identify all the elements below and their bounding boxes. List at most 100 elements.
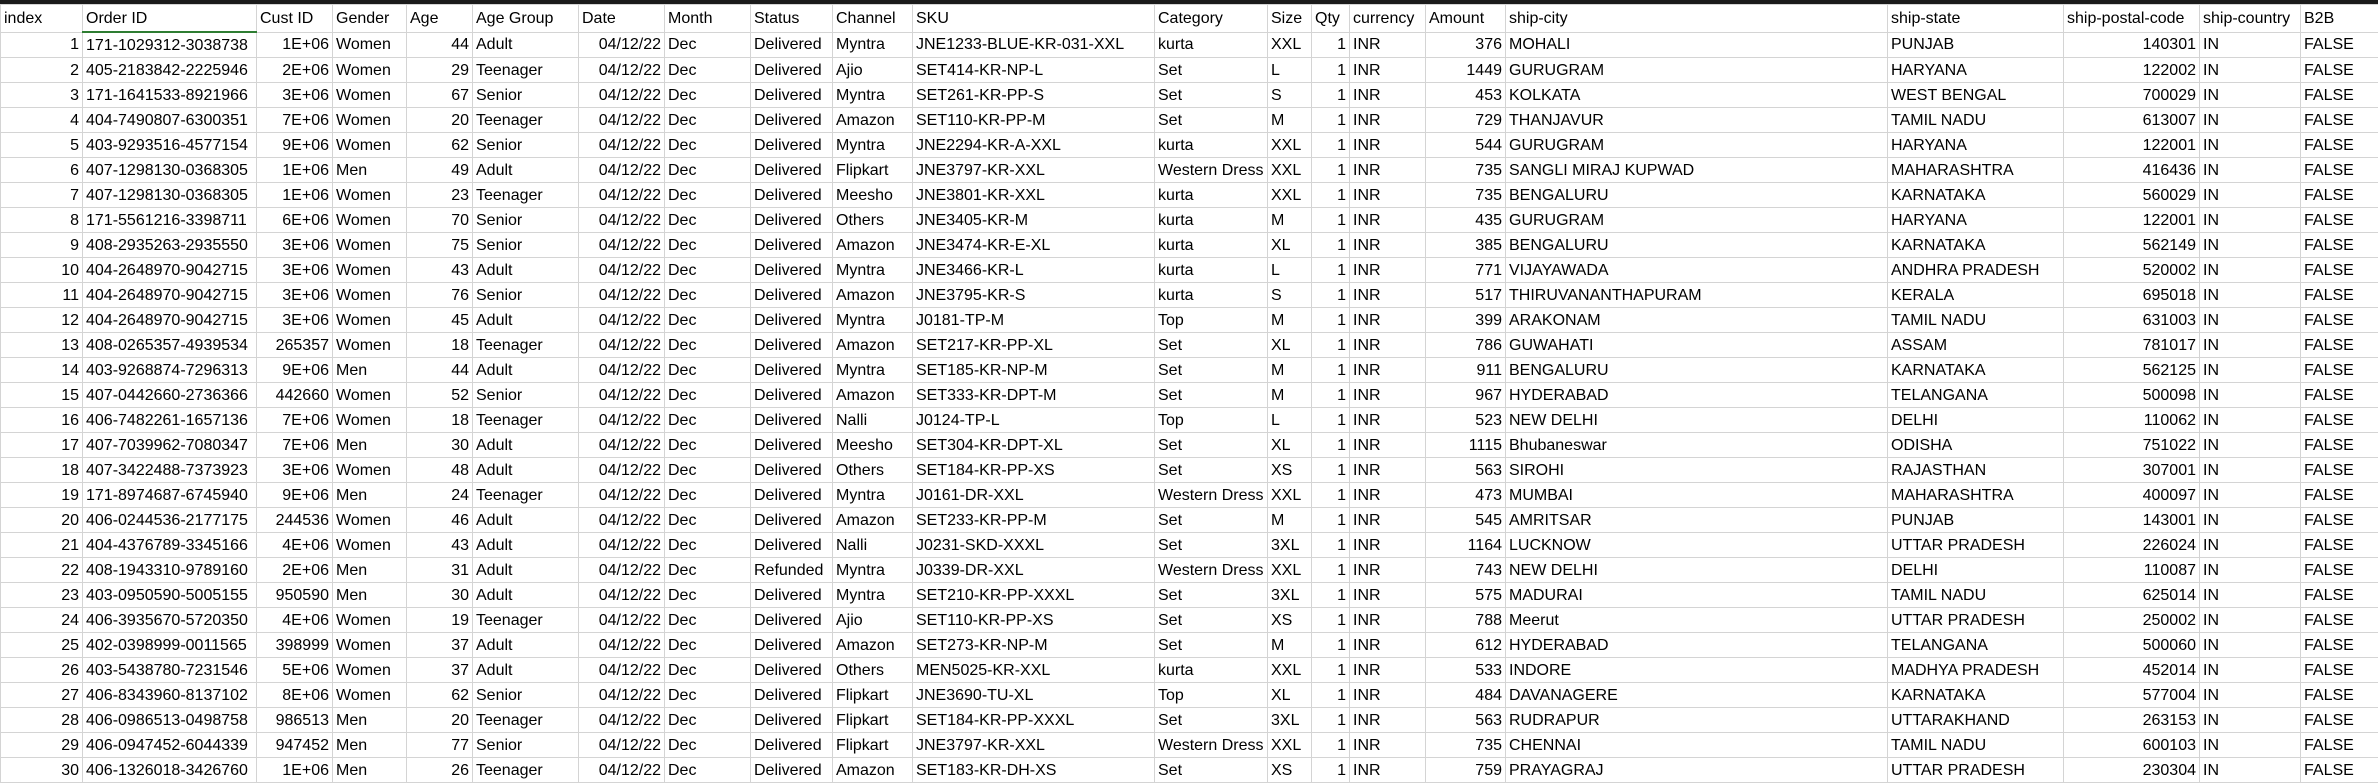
table-cell[interactable]: INR: [1350, 383, 1426, 408]
column-header-qty[interactable]: Qty: [1312, 5, 1350, 33]
table-cell[interactable]: 406-0986513-0498758: [83, 708, 257, 733]
table-cell[interactable]: M: [1268, 308, 1312, 333]
table-cell[interactable]: 500060: [2064, 633, 2200, 658]
table-cell[interactable]: 408-0265357-4939534: [83, 333, 257, 358]
table-cell[interactable]: Dec: [665, 483, 751, 508]
table-cell[interactable]: 1: [1312, 408, 1350, 433]
table-cell[interactable]: 1115: [1426, 433, 1506, 458]
table-cell[interactable]: XXL: [1268, 658, 1312, 683]
table-cell[interactable]: SET183-KR-DH-XS: [913, 758, 1155, 783]
table-cell[interactable]: 1: [1312, 32, 1350, 58]
table-cell[interactable]: 30: [1, 758, 83, 783]
table-cell[interactable]: 612: [1426, 633, 1506, 658]
table-cell[interactable]: UTTAR PRADESH: [1888, 758, 2064, 783]
table-cell[interactable]: Adult: [473, 308, 579, 333]
table-cell[interactable]: 11: [1, 283, 83, 308]
table-cell[interactable]: 404-2648970-9042715: [83, 308, 257, 333]
table-cell[interactable]: Adult: [473, 158, 579, 183]
table-cell[interactable]: 04/12/22: [579, 408, 665, 433]
table-cell[interactable]: KARNATAKA: [1888, 183, 2064, 208]
table-cell[interactable]: 403-0950590-5005155: [83, 583, 257, 608]
table-cell[interactable]: kurta: [1155, 283, 1268, 308]
table-cell[interactable]: Dec: [665, 408, 751, 433]
table-cell[interactable]: XL: [1268, 233, 1312, 258]
table-cell[interactable]: Men: [333, 758, 407, 783]
table-cell[interactable]: 46: [407, 508, 473, 533]
table-cell[interactable]: THANJAVUR: [1506, 108, 1888, 133]
table-cell[interactable]: Teenager: [473, 408, 579, 433]
table-cell[interactable]: Dec: [665, 183, 751, 208]
column-header-ship-country[interactable]: ship-country: [2200, 5, 2301, 33]
table-cell[interactable]: Men: [333, 708, 407, 733]
table-cell[interactable]: 04/12/22: [579, 358, 665, 383]
table-cell[interactable]: Men: [333, 733, 407, 758]
table-cell[interactable]: TAMIL NADU: [1888, 108, 2064, 133]
table-cell[interactable]: kurta: [1155, 183, 1268, 208]
table-cell[interactable]: 1: [1312, 183, 1350, 208]
table-cell[interactable]: 3E+06: [257, 458, 333, 483]
table-cell[interactable]: Senior: [473, 283, 579, 308]
table-cell[interactable]: Others: [833, 208, 913, 233]
table-cell[interactable]: Set: [1155, 458, 1268, 483]
table-cell[interactable]: SET185-KR-NP-M: [913, 358, 1155, 383]
table-cell[interactable]: Adult: [473, 258, 579, 283]
table-cell[interactable]: 1: [1312, 58, 1350, 83]
table-cell[interactable]: Delivered: [751, 408, 833, 433]
table-cell[interactable]: Delivered: [751, 133, 833, 158]
table-cell[interactable]: 16: [1, 408, 83, 433]
table-cell[interactable]: IN: [2200, 208, 2301, 233]
table-cell[interactable]: Myntra: [833, 258, 913, 283]
table-cell[interactable]: IN: [2200, 608, 2301, 633]
table-cell[interactable]: Delivered: [751, 208, 833, 233]
table-cell[interactable]: 77: [407, 733, 473, 758]
table-cell[interactable]: Adult: [473, 583, 579, 608]
table-cell[interactable]: Women: [333, 308, 407, 333]
table-cell[interactable]: 575: [1426, 583, 1506, 608]
table-cell[interactable]: 70: [407, 208, 473, 233]
table-cell[interactable]: 04/12/22: [579, 233, 665, 258]
table-cell[interactable]: AMRITSAR: [1506, 508, 1888, 533]
table-cell[interactable]: 8: [1, 208, 83, 233]
table-cell[interactable]: 435: [1426, 208, 1506, 233]
table-cell[interactable]: PRAYAGRAJ: [1506, 758, 1888, 783]
table-cell[interactable]: SET217-KR-PP-XL: [913, 333, 1155, 358]
table-cell[interactable]: 44: [407, 358, 473, 383]
table-cell[interactable]: Dec: [665, 733, 751, 758]
table-cell[interactable]: SET184-KR-PP-XS: [913, 458, 1155, 483]
table-cell[interactable]: FALSE: [2301, 758, 2378, 783]
table-cell[interactable]: Dec: [665, 708, 751, 733]
table-cell[interactable]: ASSAM: [1888, 333, 2064, 358]
table-cell[interactable]: 250002: [2064, 608, 2200, 633]
table-cell[interactable]: Women: [333, 133, 407, 158]
table-cell[interactable]: FALSE: [2301, 283, 2378, 308]
table-cell[interactable]: 04/12/22: [579, 258, 665, 283]
table-cell[interactable]: SET233-KR-PP-M: [913, 508, 1155, 533]
table-cell[interactable]: 563: [1426, 708, 1506, 733]
table-cell[interactable]: 04/12/22: [579, 133, 665, 158]
table-cell[interactable]: 7: [1, 183, 83, 208]
table-cell[interactable]: 407-1298130-0368305: [83, 183, 257, 208]
table-cell[interactable]: IN: [2200, 683, 2301, 708]
table-cell[interactable]: 1: [1312, 758, 1350, 783]
table-cell[interactable]: 986513: [257, 708, 333, 733]
table-cell[interactable]: J0161-DR-XXL: [913, 483, 1155, 508]
table-cell[interactable]: Myntra: [833, 558, 913, 583]
table-cell[interactable]: MAHARASHTRA: [1888, 158, 2064, 183]
table-cell[interactable]: JNE3797-KR-XXL: [913, 733, 1155, 758]
table-cell[interactable]: 3E+06: [257, 233, 333, 258]
table-cell[interactable]: Adult: [473, 558, 579, 583]
table-cell[interactable]: 398999: [257, 633, 333, 658]
table-cell[interactable]: XXL: [1268, 483, 1312, 508]
table-cell[interactable]: DELHI: [1888, 558, 2064, 583]
table-cell[interactable]: 404-7490807-6300351: [83, 108, 257, 133]
table-cell[interactable]: 406-8343960-8137102: [83, 683, 257, 708]
table-cell[interactable]: Delivered: [751, 433, 833, 458]
table-cell[interactable]: 29: [407, 58, 473, 83]
table-cell[interactable]: JNE2294-KR-A-XXL: [913, 133, 1155, 158]
table-cell[interactable]: 1: [1312, 308, 1350, 333]
table-cell[interactable]: 9E+06: [257, 483, 333, 508]
table-cell[interactable]: DELHI: [1888, 408, 2064, 433]
table-cell[interactable]: 911: [1426, 358, 1506, 383]
table-cell[interactable]: Myntra: [833, 133, 913, 158]
table-cell[interactable]: MEN5025-KR-XXL: [913, 658, 1155, 683]
